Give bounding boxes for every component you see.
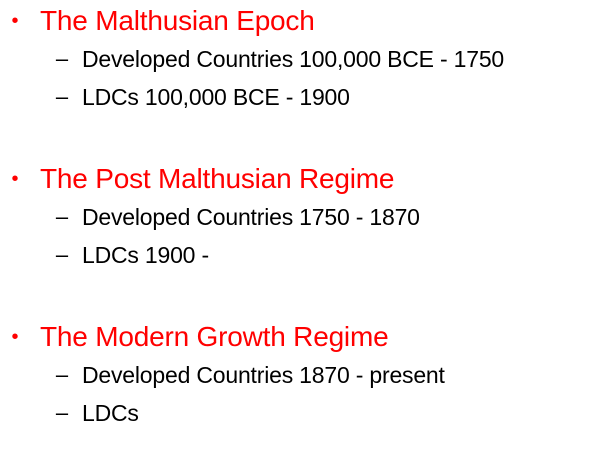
heading-text: The Post Malthusian Regime <box>40 163 395 194</box>
dash-icon: – <box>55 400 69 425</box>
bullet-icon: • <box>11 168 19 190</box>
dash-icon: – <box>55 362 69 387</box>
dash-icon: – <box>55 204 69 229</box>
bullet-icon: • <box>11 10 19 32</box>
bullet-icon: • <box>11 326 19 348</box>
sub-item-text: LDCs 100,000 BCE - 1900 <box>82 84 350 110</box>
heading-text: The Modern Growth Regime <box>40 321 389 352</box>
dash-icon: – <box>55 242 69 267</box>
heading-text: The Malthusian Epoch <box>40 5 315 36</box>
dash-icon: – <box>55 84 69 109</box>
sub-item: – Developed Countries 100,000 BCE - 1750 <box>0 40 606 78</box>
section-heading: • The Modern Growth Regime <box>0 318 606 356</box>
section-heading: • The Post Malthusian Regime <box>0 160 606 198</box>
section-post-malthusian-regime: • The Post Malthusian Regime – Developed… <box>0 160 606 274</box>
section-modern-growth-regime: • The Modern Growth Regime – Developed C… <box>0 318 606 432</box>
sub-item: – Developed Countries 1870 - present <box>0 356 606 394</box>
sub-item: – LDCs <box>0 394 606 432</box>
dash-icon: – <box>55 46 69 71</box>
sub-item: – LDCs 100,000 BCE - 1900 <box>0 78 606 116</box>
sub-item-text: LDCs 1900 - <box>82 242 209 268</box>
sub-item-text: Developed Countries 1870 - present <box>82 362 445 388</box>
sub-item: – LDCs 1900 - <box>0 236 606 274</box>
section-heading: • The Malthusian Epoch <box>0 2 606 40</box>
sub-item-text: LDCs <box>82 400 139 426</box>
sub-item-text: Developed Countries 100,000 BCE - 1750 <box>82 46 505 72</box>
sub-item: – Developed Countries 1750 - 1870 <box>0 198 606 236</box>
section-malthusian-epoch: • The Malthusian Epoch – Developed Count… <box>0 2 606 116</box>
sub-item-text: Developed Countries 1750 - 1870 <box>82 204 420 230</box>
